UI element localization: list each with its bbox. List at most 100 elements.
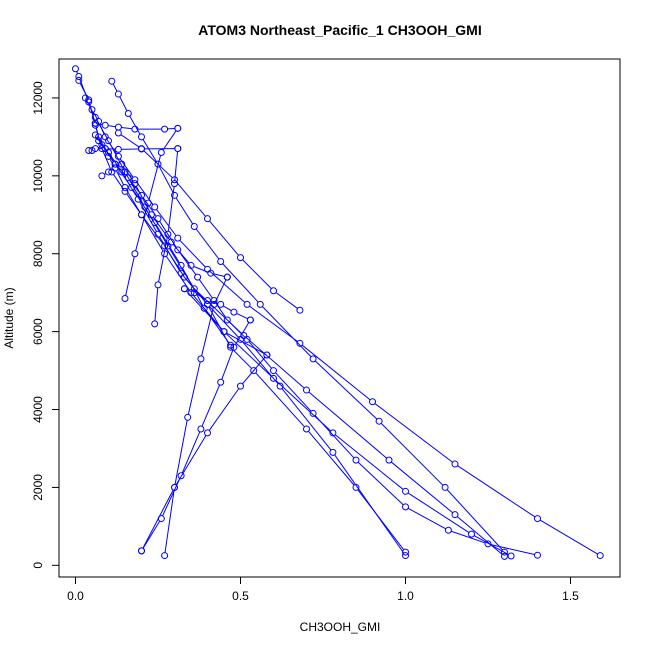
data-point (114, 129, 122, 137)
data-point (138, 133, 145, 141)
profile-segment (175, 197, 194, 225)
data-point (151, 219, 159, 227)
profile-segment (390, 461, 454, 514)
data-point (174, 124, 182, 132)
data-point (256, 300, 264, 308)
profile-segment (209, 220, 239, 256)
data-point (217, 378, 225, 386)
profile-segment (245, 337, 305, 389)
profile-segment (167, 186, 175, 232)
profile-segment (275, 292, 298, 309)
profile-segment (275, 372, 312, 412)
profile-series (95, 137, 409, 556)
profile-segment (195, 228, 220, 260)
x-axis-label: CH3OOH_GMI (300, 620, 381, 634)
profile-segment (96, 137, 101, 143)
profile-segment (210, 300, 218, 304)
profile-segment (139, 201, 157, 232)
profile-segment (109, 154, 121, 170)
profile-segment (95, 127, 102, 146)
profile-segment (179, 239, 206, 268)
data-point (402, 552, 409, 560)
data-point (121, 168, 129, 176)
profile-segment (209, 270, 246, 303)
profile-segment (125, 256, 135, 296)
data-point (263, 351, 271, 359)
data-point (402, 503, 409, 511)
data-point (180, 285, 188, 293)
data-point (402, 487, 409, 495)
data-point (101, 121, 109, 129)
data-point (309, 355, 317, 363)
data-point (352, 456, 360, 464)
profile-segment (214, 279, 227, 302)
profile-segment (179, 251, 197, 275)
data-point (468, 530, 475, 538)
profile-segment (175, 435, 207, 486)
data-point (246, 316, 254, 324)
profile-segment (186, 290, 223, 330)
profile-series (91, 119, 182, 133)
profile-segment (93, 111, 98, 119)
x-tick-label: 1.0 (397, 589, 414, 603)
data-point (230, 308, 238, 316)
data-point (223, 273, 231, 281)
profile-segment (201, 307, 214, 357)
profile-segment (213, 273, 225, 277)
data-point (131, 125, 139, 133)
profile-segment (380, 422, 444, 486)
y-tick-label: 4000 (31, 396, 45, 423)
profile-segment (108, 125, 116, 128)
data-point (501, 548, 508, 556)
profile-segment (148, 155, 162, 201)
profile-segment (116, 170, 125, 186)
profile-series (114, 129, 304, 314)
data-point (501, 552, 508, 560)
data-point (161, 552, 169, 560)
data-point (85, 147, 93, 155)
x-axis: 0.0 0.5 1.0 1.5 (67, 576, 579, 603)
chart-title: ATOM3 Northeast_Pacific_1 CH3OOH_GMI (198, 22, 481, 38)
data-point (151, 320, 159, 328)
data-point (385, 456, 393, 464)
profile-segment (208, 388, 240, 431)
profile-segment (407, 492, 470, 533)
data-point (534, 551, 541, 559)
profile-segment (235, 322, 250, 345)
y-tick-label: 2000 (31, 474, 45, 501)
profile-segment (142, 520, 161, 549)
data-point (121, 187, 129, 195)
data-point (197, 425, 205, 433)
data-point (75, 76, 83, 84)
profile-segment (225, 333, 272, 377)
profile-segment (174, 420, 188, 485)
data-point (237, 254, 244, 262)
series-layer (72, 65, 604, 560)
data-point (174, 234, 182, 242)
data-point (177, 472, 185, 480)
profile-segment (158, 237, 168, 283)
y-axis-label: Altitude (m) (2, 287, 16, 348)
data-point (402, 548, 409, 556)
profile-series (151, 145, 182, 328)
data-point (507, 552, 515, 560)
profile-segment (103, 146, 114, 162)
data-point (174, 145, 182, 153)
data-point (270, 374, 277, 382)
y-tick-label: 0 (31, 562, 45, 569)
profile-segment (86, 100, 95, 115)
profile-segment (221, 349, 234, 380)
data-point (303, 425, 310, 433)
profile-segment (308, 430, 355, 486)
profile-segment (121, 127, 132, 130)
data-point (154, 160, 162, 168)
data-point (114, 90, 122, 98)
profile-segment (132, 189, 154, 221)
data-point (223, 316, 231, 324)
x-tick-label: 0.0 (67, 589, 84, 603)
profile-segment (174, 151, 179, 181)
data-point (451, 511, 459, 519)
data-point (190, 285, 198, 293)
data-point (174, 246, 182, 254)
data-point (375, 417, 383, 425)
